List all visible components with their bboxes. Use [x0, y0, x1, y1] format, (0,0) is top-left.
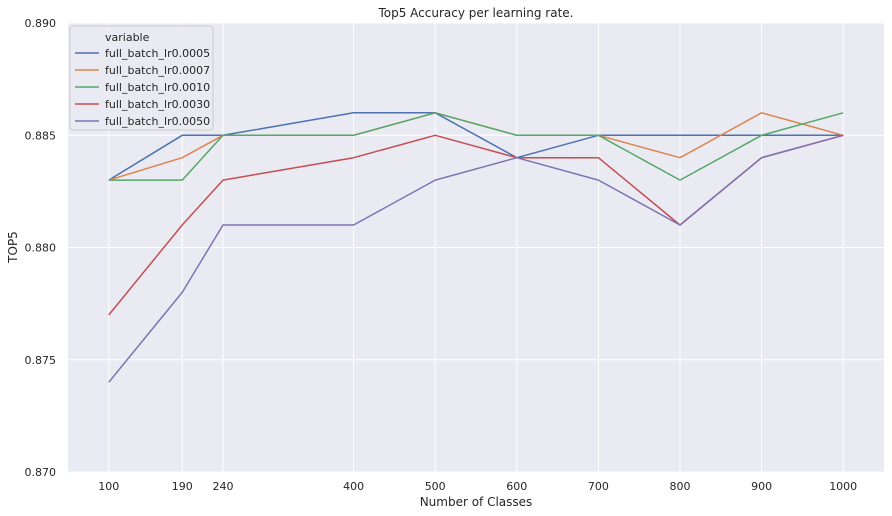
- x-tick-label: 700: [588, 480, 609, 493]
- y-tick-labels: 0.870 0.875 0.880 0.885 0.890: [25, 17, 57, 479]
- x-tick-label: 400: [343, 480, 364, 493]
- legend-label: full_batch_lr0.0050: [105, 115, 210, 128]
- y-tick-label: 0.870: [25, 466, 57, 479]
- x-axis-label: Number of Classes: [420, 495, 533, 509]
- legend-box: [69, 25, 214, 131]
- legend-label: full_batch_lr0.0010: [105, 81, 210, 94]
- y-tick-label: 0.875: [25, 354, 57, 367]
- x-tick-label: 240: [213, 480, 234, 493]
- legend-label: full_batch_lr0.0005: [105, 47, 210, 60]
- x-tick-label: 500: [425, 480, 446, 493]
- x-tick-labels: 100 190 240 400 500 600 700 800 900 1000: [98, 480, 857, 493]
- series-lines: [108, 112, 844, 383]
- chart-title: Top5 Accuracy per learning rate.: [377, 6, 573, 20]
- x-tick-label: 100: [98, 480, 119, 493]
- series-line: [108, 134, 844, 383]
- y-tick-label: 0.885: [25, 129, 57, 142]
- legend-label: full_batch_lr0.0007: [105, 64, 210, 77]
- y-tick-label: 0.890: [25, 17, 57, 30]
- legend-label: full_batch_lr0.0030: [105, 98, 210, 111]
- x-tick-label: 800: [670, 480, 691, 493]
- legend-title: variable: [105, 31, 150, 44]
- x-tick-label: 1000: [829, 480, 857, 493]
- legend: variable full_batch_lr0.0005full_batch_l…: [69, 25, 214, 131]
- legend-items: full_batch_lr0.0005 full_batch_lr0.0007fu…: [75, 47, 210, 128]
- x-tick-label: 600: [506, 480, 527, 493]
- series-line: [108, 112, 844, 181]
- y-axis-label: TOP5: [6, 231, 20, 264]
- x-tick-label: 190: [172, 480, 193, 493]
- y-tick-label: 0.880: [25, 242, 57, 255]
- x-tick-label: 900: [751, 480, 772, 493]
